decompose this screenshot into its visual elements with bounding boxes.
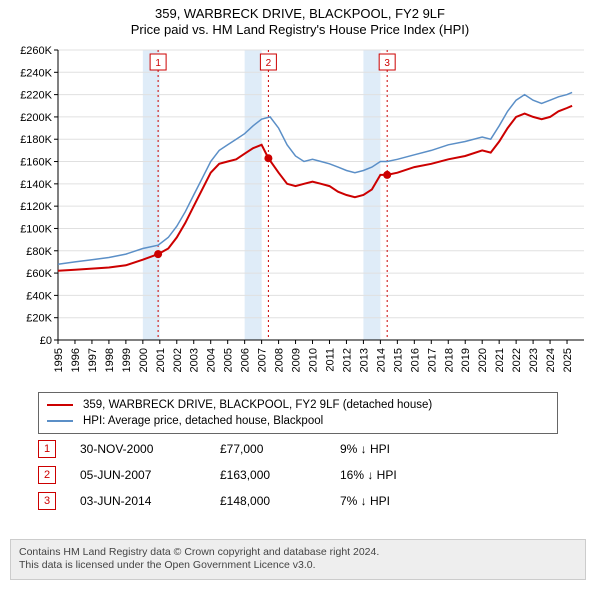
footer-attribution: Contains HM Land Registry data © Crown c…: [10, 539, 586, 580]
legend-item: 359, WARBRECK DRIVE, BLACKPOOL, FY2 9LF …: [47, 397, 549, 413]
sale-delta-vs-hpi: 9% ↓ HPI: [340, 442, 460, 456]
svg-text:2010: 2010: [308, 348, 320, 372]
svg-text:2022: 2022: [511, 348, 523, 372]
svg-text:2017: 2017: [426, 348, 438, 372]
legend-item: HPI: Average price, detached house, Blac…: [47, 413, 549, 429]
svg-text:2009: 2009: [291, 348, 303, 372]
chart-title-block: 359, WARBRECK DRIVE, BLACKPOOL, FY2 9LF …: [0, 0, 600, 39]
sale-date: 05-JUN-2007: [80, 468, 220, 482]
legend-label: HPI: Average price, detached house, Blac…: [83, 415, 323, 427]
chart-title-line1: 359, WARBRECK DRIVE, BLACKPOOL, FY2 9LF: [0, 6, 600, 22]
footer-line1: Contains HM Land Registry data © Crown c…: [19, 546, 577, 560]
svg-text:2003: 2003: [189, 348, 201, 372]
svg-text:1996: 1996: [70, 348, 82, 372]
svg-text:2012: 2012: [341, 348, 353, 372]
svg-text:1995: 1995: [53, 348, 65, 372]
sale-date: 30-NOV-2000: [80, 442, 220, 456]
svg-text:2005: 2005: [223, 348, 235, 372]
svg-text:2018: 2018: [443, 348, 455, 372]
svg-text:2013: 2013: [358, 348, 370, 372]
sale-index-box: 2: [38, 466, 56, 484]
svg-text:£100K: £100K: [20, 223, 52, 235]
svg-text:2011: 2011: [324, 348, 336, 372]
svg-text:£20K: £20K: [26, 313, 52, 325]
sale-date: 03-JUN-2014: [80, 494, 220, 508]
chart-title-line2: Price paid vs. HM Land Registry's House …: [0, 22, 600, 38]
svg-text:£80K: £80K: [26, 246, 52, 258]
svg-text:2016: 2016: [409, 348, 421, 372]
footer-line2: This data is licensed under the Open Gov…: [19, 559, 577, 573]
svg-text:£60K: £60K: [26, 268, 52, 280]
svg-text:2006: 2006: [240, 348, 252, 372]
sale-row: 1 30-NOV-2000£77,0009% ↓ HPI: [38, 436, 558, 462]
svg-text:2019: 2019: [460, 348, 472, 372]
svg-text:£120K: £120K: [20, 201, 52, 213]
svg-text:2024: 2024: [545, 348, 557, 372]
svg-text:2007: 2007: [257, 348, 269, 372]
sale-price: £148,000: [220, 494, 340, 508]
svg-text:1997: 1997: [87, 348, 99, 372]
sale-row: 2 05-JUN-2007£163,00016% ↓ HPI: [38, 462, 558, 488]
chart-svg: £0 £20K £40K £60K £80K £100K £120K £140K £160K £1…: [10, 44, 590, 384]
svg-text:2002: 2002: [172, 348, 184, 372]
sale-index-box: 3: [38, 492, 56, 510]
page: 359, WARBRECK DRIVE, BLACKPOOL, FY2 9LF …: [0, 0, 600, 590]
svg-text:2008: 2008: [274, 348, 286, 372]
svg-text:2020: 2020: [477, 348, 489, 372]
legend-label: 359, WARBRECK DRIVE, BLACKPOOL, FY2 9LF …: [83, 399, 432, 411]
sale-delta-vs-hpi: 7% ↓ HPI: [340, 494, 460, 508]
svg-text:2023: 2023: [528, 348, 540, 372]
svg-text:£200K: £200K: [20, 112, 52, 124]
svg-text:2004: 2004: [206, 348, 218, 372]
svg-text:£40K: £40K: [26, 290, 52, 302]
chart-container: £0 £20K £40K £60K £80K £100K £120K £140K £160K £1…: [10, 44, 590, 384]
legend-box: 359, WARBRECK DRIVE, BLACKPOOL, FY2 9LF …: [38, 392, 558, 434]
svg-text:2001: 2001: [155, 348, 167, 372]
sale-row: 3 03-JUN-2014£148,0007% ↓ HPI: [38, 488, 558, 514]
svg-text:2: 2: [266, 58, 272, 69]
svg-text:£160K: £160K: [20, 157, 52, 169]
svg-text:£180K: £180K: [20, 134, 52, 146]
svg-text:£260K: £260K: [20, 45, 52, 57]
sale-price: £163,000: [220, 468, 340, 482]
svg-text:2015: 2015: [392, 348, 404, 372]
sale-index-box: 1: [38, 440, 56, 458]
svg-text:1999: 1999: [121, 348, 133, 372]
sale-delta-vs-hpi: 16% ↓ HPI: [340, 468, 460, 482]
legend-swatch: [47, 420, 73, 422]
svg-text:£0: £0: [40, 335, 52, 347]
svg-text:1: 1: [155, 58, 161, 69]
svg-text:£140K: £140K: [20, 179, 52, 191]
legend-swatch: [47, 404, 73, 406]
svg-text:£220K: £220K: [20, 90, 52, 102]
sales-table: 1 30-NOV-2000£77,0009% ↓ HPI 2 05-JUN-2007£…: [38, 436, 558, 514]
sale-price: £77,000: [220, 442, 340, 456]
svg-text:2000: 2000: [138, 348, 150, 372]
svg-text:£240K: £240K: [20, 67, 52, 79]
svg-text:2014: 2014: [375, 348, 387, 372]
svg-text:3: 3: [384, 58, 390, 69]
svg-text:1998: 1998: [104, 348, 116, 372]
svg-text:2021: 2021: [494, 348, 506, 372]
svg-text:2025: 2025: [562, 348, 574, 372]
